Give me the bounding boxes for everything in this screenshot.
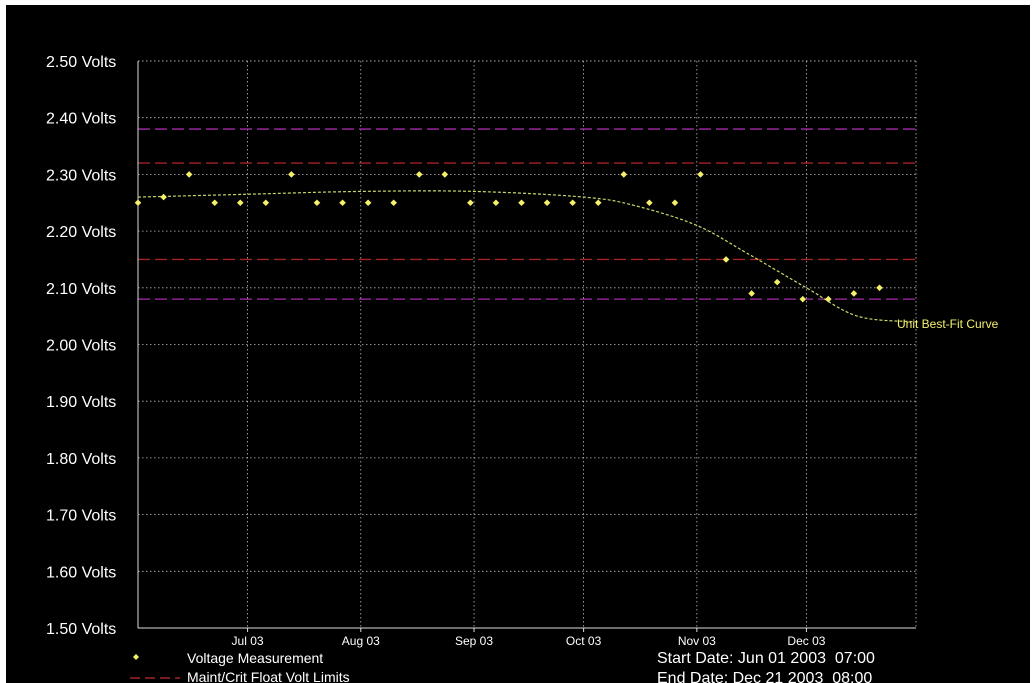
best-fit-curve-line xyxy=(137,190,917,323)
voltage-point xyxy=(236,199,244,207)
voltage-point xyxy=(364,199,372,207)
y-tick-label: 2.20 Volts xyxy=(46,224,116,241)
y-tick-label: 1.80 Volts xyxy=(46,451,116,468)
voltage-point xyxy=(415,171,423,178)
voltage-point xyxy=(211,199,219,207)
voltage-point xyxy=(799,295,807,303)
y-tick-label: 2.10 Volts xyxy=(46,281,116,298)
voltage-point xyxy=(671,199,679,207)
y-tick-label: 2.50 Volts xyxy=(46,54,116,71)
y-tick-label: 1.60 Volts xyxy=(46,564,116,581)
end-date: End Date: Dec 21 2003 08:00 xyxy=(657,670,872,683)
voltage-point xyxy=(518,199,525,207)
grid xyxy=(138,60,917,628)
y-tick-label: 2.40 Volts xyxy=(46,111,116,128)
voltage-point xyxy=(134,199,142,207)
legend-voltage-marker xyxy=(133,654,139,660)
x-tick-label: Oct 03 xyxy=(566,634,602,648)
voltage-point xyxy=(850,290,858,297)
x-tick-label: Nov 03 xyxy=(678,634,716,648)
voltage-chart: 2.50 Volts 2.40 Volts 2.30 Volts 2.20 Volts… xyxy=(6,5,1030,683)
legend-limits-label: Maint/Crit Float Volt Limits xyxy=(187,669,350,683)
voltage-point xyxy=(594,199,602,207)
voltage-point xyxy=(697,171,704,178)
voltage-point xyxy=(313,199,321,207)
tick-labels: 2.50 Volts 2.40 Volts 2.30 Volts 2.20 Volts… xyxy=(46,54,826,648)
voltage-point xyxy=(185,171,193,178)
chart-background xyxy=(6,5,1030,683)
voltage-point xyxy=(722,256,730,263)
best-fit-curve-label: Unit Best-Fit Curve xyxy=(897,317,999,331)
voltage-point xyxy=(339,199,346,207)
voltage-point xyxy=(543,199,551,207)
voltage-point xyxy=(262,199,270,207)
best-fit-curve xyxy=(137,190,917,323)
x-tick-label: Jul 03 xyxy=(232,634,264,648)
axes xyxy=(137,61,916,632)
x-tick-label: Dec 03 xyxy=(787,634,825,648)
voltage-point xyxy=(390,199,397,207)
x-tick-label: Sep 03 xyxy=(455,634,493,648)
voltage-point xyxy=(569,199,576,207)
start-date: Start Date: Jun 01 2003 07:00 xyxy=(657,650,875,667)
voltage-point xyxy=(748,290,755,297)
voltage-point xyxy=(160,193,167,201)
voltage-point xyxy=(773,278,781,286)
legend-voltage-label: Voltage Measurement xyxy=(187,650,323,666)
voltage-point xyxy=(288,171,295,178)
voltage-point xyxy=(492,199,500,207)
y-tick-label: 2.00 Volts xyxy=(46,338,116,355)
y-tick-label: 1.70 Volts xyxy=(46,508,116,525)
voltage-point xyxy=(646,199,653,207)
voltage-point xyxy=(876,284,883,292)
voltage-point xyxy=(620,171,628,178)
x-tick-label: Aug 03 xyxy=(342,634,380,648)
voltage-point xyxy=(825,295,832,303)
y-tick-label: 2.30 Volts xyxy=(46,167,116,184)
legend: Voltage Measurement Maint/Crit Float Vol… xyxy=(130,650,350,683)
y-tick-label: 1.90 Volts xyxy=(46,394,116,411)
voltage-points xyxy=(134,171,883,303)
y-tick-label: 1.50 Volts xyxy=(46,621,116,638)
limit-lines xyxy=(138,128,916,300)
voltage-point xyxy=(467,199,474,207)
date-info: Start Date: Jun 01 2003 07:00 End Date: … xyxy=(657,650,875,683)
voltage-point xyxy=(441,171,449,178)
